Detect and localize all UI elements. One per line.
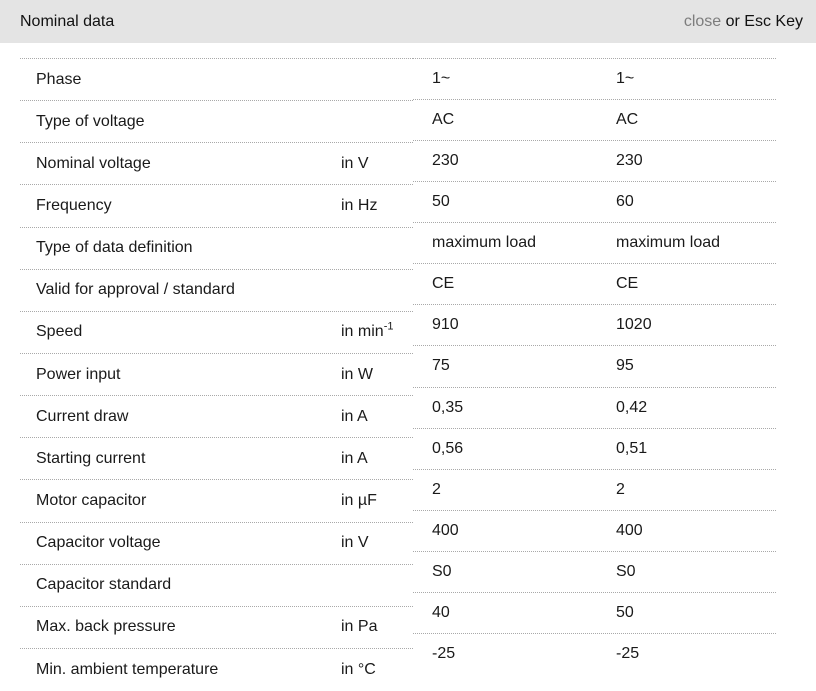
row-value-1: maximum load <box>432 234 537 252</box>
row-value-2: 1~ <box>616 70 635 88</box>
row-unit: in µF <box>341 491 377 509</box>
row-value-1: 910 <box>432 316 459 334</box>
row-value-1: 1~ <box>432 70 451 88</box>
table-row-label: Speed in min-1 <box>20 310 413 353</box>
row-label: Valid for approval / standard <box>36 281 235 299</box>
table-row-label: Capacitor standard <box>20 563 413 606</box>
row-label: Current draw <box>36 407 129 425</box>
row-unit: in min-1 <box>341 321 394 341</box>
row-value-2: -25 <box>616 644 640 662</box>
close-button[interactable]: close <box>683 12 722 30</box>
table-row-values: -25 -25 <box>413 632 776 674</box>
table-row-label: Nominal voltage in V <box>20 142 413 184</box>
row-value-2: S0 <box>616 562 636 580</box>
row-value-1: 230 <box>432 152 459 170</box>
row-value-1: S0 <box>432 562 452 580</box>
row-value-2: 1020 <box>616 316 652 334</box>
row-label: Max. back pressure <box>36 618 176 636</box>
table-row-values: 1~ 1~ <box>413 58 776 99</box>
row-value-2: AC <box>616 111 639 129</box>
row-value-2: 60 <box>616 193 634 211</box>
row-value-2: 230 <box>616 152 643 170</box>
row-value-1: 0,56 <box>432 439 464 457</box>
table-row-values: 0,56 0,51 <box>413 427 776 469</box>
table-row-label: Frequency in Hz <box>20 184 413 226</box>
row-label: Motor capacitor <box>36 491 147 509</box>
table-row-label: Capacitor voltage in V <box>20 521 413 564</box>
table-row-values: 40 50 <box>413 591 776 633</box>
labels-table: Phase Type of voltage Nominal voltage in V F… <box>20 58 413 690</box>
row-label: Type of voltage <box>36 112 145 130</box>
close-hint-suffix: or Esc Key <box>721 12 803 30</box>
row-value-2: 0,51 <box>616 439 648 457</box>
row-label: Type of data definition <box>36 239 193 257</box>
row-unit: in °C <box>341 660 376 678</box>
table-row-values: 910 1020 <box>413 304 776 345</box>
table-row-label: Power input in W <box>20 352 413 395</box>
row-value-2: 50 <box>616 603 634 621</box>
row-value-2: 2 <box>616 480 625 498</box>
close-hint: close or Esc Key <box>684 13 803 31</box>
row-unit: in Pa <box>341 618 378 636</box>
table-row-label: Type of data definition <box>20 226 413 269</box>
row-value-1: 400 <box>432 521 459 539</box>
row-unit: in Hz <box>341 196 378 214</box>
row-unit: in V <box>341 534 369 552</box>
table-row-label: Starting current in A <box>20 437 413 479</box>
table-row-values: 0,35 0,42 <box>413 386 776 428</box>
table-row-values: AC AC <box>413 99 776 140</box>
table-row-label: Min. ambient temperature in °C <box>20 647 413 690</box>
table-row-values: S0 S0 <box>413 550 776 592</box>
table-row-label: Valid for approval / standard <box>20 268 413 311</box>
row-value-2: CE <box>616 275 639 293</box>
table-row-values: 50 60 <box>413 181 776 222</box>
row-unit: in A <box>341 407 368 425</box>
row-label: Nominal voltage <box>36 154 151 172</box>
page-title: Nominal data <box>20 12 115 30</box>
row-value-1: AC <box>432 111 455 129</box>
row-value-2: 95 <box>616 357 634 375</box>
table-row-label: Max. back pressure in Pa <box>20 605 413 648</box>
values-table: 1~ 1~ AC AC 230 230 50 60 maximum load maximum lo… <box>413 58 776 674</box>
row-label: Phase <box>36 70 82 88</box>
table-row-values: 230 230 <box>413 140 776 181</box>
row-value-1: CE <box>432 275 455 293</box>
table-row-label: Current draw in A <box>20 395 413 437</box>
table-row-values: 75 95 <box>413 345 776 386</box>
row-label: Frequency <box>36 196 112 214</box>
row-value-2: 0,42 <box>616 398 648 416</box>
row-unit: in A <box>341 449 368 467</box>
row-label: Speed <box>36 323 83 341</box>
table-row-values: CE CE <box>413 263 776 304</box>
row-unit: in V <box>341 154 369 172</box>
table-row-label: Phase <box>20 58 413 100</box>
table-row-label: Type of voltage <box>20 100 413 142</box>
table-row-values: maximum load maximum load <box>413 222 776 263</box>
row-value-1: 75 <box>432 357 450 375</box>
row-label: Min. ambient temperature <box>36 660 219 678</box>
row-value-1: 2 <box>432 480 441 498</box>
row-value-2: maximum load <box>616 234 721 252</box>
row-label: Starting current <box>36 449 146 467</box>
row-unit: in W <box>341 365 373 383</box>
row-value-1: 50 <box>432 193 450 211</box>
row-value-1: -25 <box>432 644 456 662</box>
table-row-values: 400 400 <box>413 509 776 551</box>
row-value-2: 400 <box>616 521 643 539</box>
row-label: Capacitor voltage <box>36 534 161 552</box>
table-row-label: Motor capacitor in µF <box>20 479 413 521</box>
dialog-header: Nominal data close or Esc Key <box>0 0 816 43</box>
row-value-1: 40 <box>432 603 450 621</box>
row-value-1: 0,35 <box>432 398 464 416</box>
row-label: Power input <box>36 365 121 383</box>
row-unit-superscript: -1 <box>383 321 394 334</box>
row-label: Capacitor standard <box>36 576 172 594</box>
